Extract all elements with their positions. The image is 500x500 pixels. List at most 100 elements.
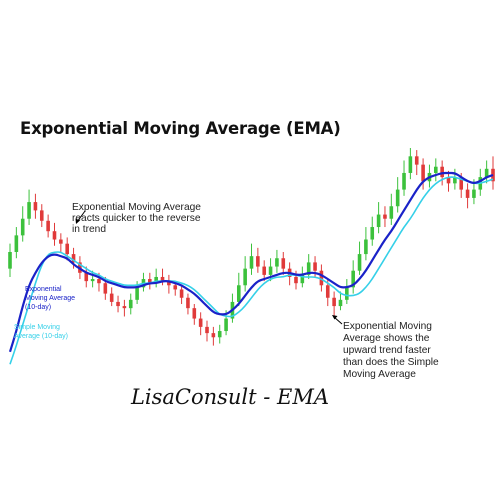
candle [20,206,25,242]
candle-body [122,306,127,309]
candle-body [179,289,184,298]
candle [402,160,406,196]
annotation-upward-line-5: Moving Average [343,369,416,380]
legend-sma: Simple Moving Average (10-day) [14,324,68,340]
candle [484,160,489,184]
candle [236,272,241,307]
candle-body [383,214,387,219]
annotation-upward-line-1: Exponential Moving [343,321,432,332]
annotation-reverse-line-2: reacts quicker to the reverse [72,213,201,224]
candle [148,272,152,290]
candle-body [332,297,336,307]
candle-body [294,276,298,284]
candle-body [8,252,12,269]
candle-body [434,166,438,173]
candle [338,291,343,311]
candle-body [345,287,349,300]
candle-body [71,254,76,263]
annotation-reverse-trend: Exponential Moving Average reacts quicke… [72,202,201,235]
candle-group [8,148,495,346]
candle [345,279,349,304]
candle [491,156,495,190]
candle-body [275,258,279,267]
candle-body [186,297,190,309]
moving-average-lines [8,171,494,365]
candle [154,268,158,288]
candle-body [109,293,114,302]
candle-body [472,189,476,198]
candle-body [256,256,260,267]
candle [434,158,438,182]
candle-body [59,239,63,244]
candle-body [14,235,19,252]
candle [141,272,146,292]
candle-body [370,227,375,240]
candle-body [357,254,362,271]
chart-title: Exponential Moving Average (EMA) [20,119,341,138]
candle [90,270,95,288]
candle-body [90,279,95,282]
candle [256,247,260,273]
candle [33,193,38,219]
annotation-reverse-line-1: Exponential Moving Average [72,202,201,213]
candle-body [484,168,489,178]
candle-body [319,270,324,286]
candle [39,204,44,228]
candle-body [65,243,69,255]
candle-body [402,172,406,190]
candle-body [27,202,31,219]
candle [167,274,171,294]
candle [84,266,89,288]
candle [357,241,362,275]
candle [192,304,197,325]
candle-body [262,266,267,275]
candle [370,216,375,246]
candle [351,260,355,294]
candle-body [167,281,171,286]
candle-body [300,274,305,284]
annotation-upward-trend: Exponential Moving Average shows the upw… [332,315,439,380]
candle [364,227,368,261]
legend-ema: Exponential Moving Average (10-day) [25,286,75,311]
candle-body [338,299,343,307]
annotation-upward-line-3: upward trend faster [343,345,431,356]
candle-body [224,318,228,332]
candle [122,299,127,317]
candle-body [268,266,273,275]
candle [332,291,336,317]
candle-body [414,156,419,165]
candle-body [39,210,44,221]
legend-ema-line-2: Moving Average [25,295,75,302]
candle [116,295,120,313]
watermark-text: LisaConsult - EMA [130,385,330,409]
legend-ema-line-3: (10-day) [25,304,51,311]
candle [465,183,470,209]
candle-body [236,285,241,302]
candle [376,202,381,234]
annotation-upward-line-4: than does the Simple [343,357,439,368]
ema-line [8,171,494,353]
candle-body [211,333,216,338]
candle [14,227,19,259]
candle-body [243,268,247,286]
annotation-upward-line-2: Average shows the [343,333,430,344]
candle-body [97,279,101,284]
candle [211,326,216,346]
candle-body [135,287,139,300]
candle [160,268,165,286]
candle [46,214,50,238]
legend-sma-line-1: Simple Moving [14,324,60,331]
candle [281,252,286,275]
candle [128,293,133,315]
candle-body [459,177,464,190]
candle-body [440,166,444,178]
candle [243,256,247,292]
candle-body [446,177,451,184]
candle [389,193,394,225]
candle-body [421,164,425,182]
candle-body [408,156,413,173]
candle [383,206,387,228]
candle-body [173,285,178,290]
candle-body [128,299,133,309]
